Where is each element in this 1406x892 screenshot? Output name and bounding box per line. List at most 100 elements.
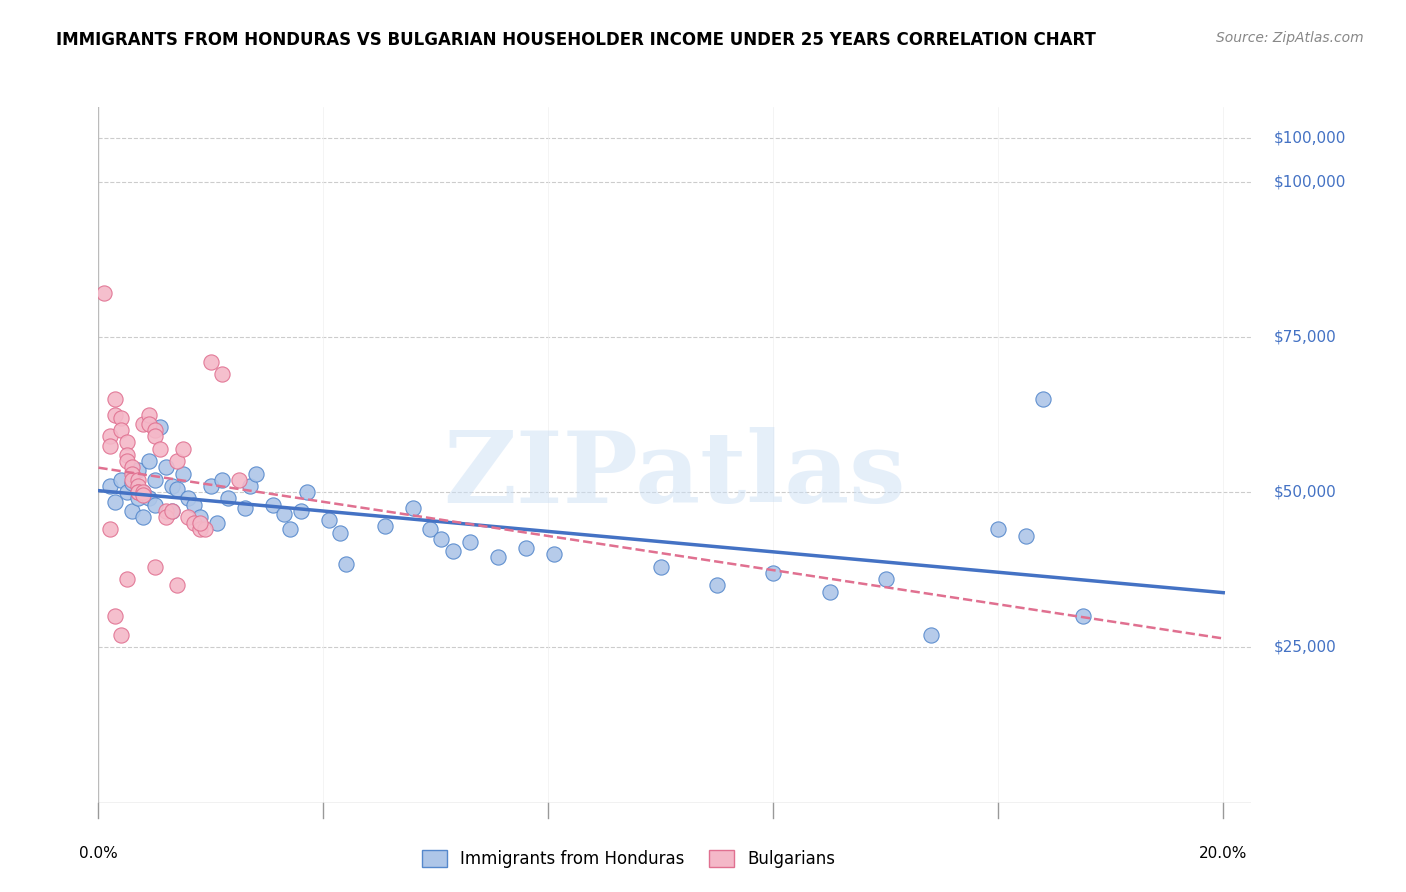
Point	[183, 498, 205, 512]
Point	[188, 523, 211, 537]
Point	[132, 485, 155, 500]
Point	[132, 417, 155, 431]
Point	[143, 473, 166, 487]
Point	[200, 479, 222, 493]
Text: ZIPatlas: ZIPatlas	[444, 427, 905, 524]
Point	[127, 479, 149, 493]
Point	[200, 355, 222, 369]
Point	[177, 491, 200, 506]
Point	[290, 504, 312, 518]
Point	[228, 473, 250, 487]
Point	[374, 519, 396, 533]
Point	[155, 510, 177, 524]
Point	[104, 494, 127, 508]
Point	[166, 578, 188, 592]
Point	[149, 420, 172, 434]
Point	[160, 504, 183, 518]
Point	[172, 467, 194, 481]
Point	[335, 557, 357, 571]
Point	[329, 525, 352, 540]
Point	[143, 429, 166, 443]
Point	[110, 410, 132, 425]
Point	[98, 439, 121, 453]
Point	[121, 460, 143, 475]
Point	[245, 467, 267, 481]
Text: $75,000: $75,000	[1274, 329, 1337, 344]
Point	[188, 516, 211, 531]
Point	[104, 408, 127, 422]
Point	[188, 510, 211, 524]
Point	[98, 429, 121, 443]
Point	[104, 609, 127, 624]
Point	[987, 523, 1010, 537]
Point	[1015, 529, 1038, 543]
Point	[166, 482, 188, 496]
Point	[132, 488, 155, 502]
Point	[127, 491, 149, 506]
Point	[143, 498, 166, 512]
Point	[273, 507, 295, 521]
Point	[458, 534, 481, 549]
Legend: Immigrants from Honduras, Bulgarians: Immigrants from Honduras, Bulgarians	[415, 843, 842, 874]
Text: 20.0%: 20.0%	[1199, 847, 1247, 862]
Point	[127, 463, 149, 477]
Point	[875, 572, 897, 586]
Point	[515, 541, 537, 555]
Point	[110, 473, 132, 487]
Point	[211, 367, 233, 381]
Point	[239, 479, 262, 493]
Point	[183, 516, 205, 531]
Point	[543, 547, 565, 561]
Point	[132, 485, 155, 500]
Point	[121, 473, 143, 487]
Point	[217, 491, 239, 506]
Point	[706, 578, 728, 592]
Point	[402, 500, 425, 515]
Point	[143, 423, 166, 437]
Point	[143, 559, 166, 574]
Point	[441, 544, 464, 558]
Point	[419, 523, 441, 537]
Point	[98, 479, 121, 493]
Point	[132, 510, 155, 524]
Text: $100,000: $100,000	[1274, 174, 1346, 189]
Point	[155, 504, 177, 518]
Point	[295, 485, 318, 500]
Point	[1071, 609, 1094, 624]
Point	[93, 286, 115, 301]
Point	[262, 498, 284, 512]
Point	[110, 423, 132, 437]
Point	[98, 523, 121, 537]
Point	[115, 448, 138, 462]
Point	[318, 513, 340, 527]
Point	[155, 460, 177, 475]
Point	[110, 628, 132, 642]
Point	[160, 479, 183, 493]
Point	[205, 516, 228, 531]
Point	[278, 523, 301, 537]
Point	[233, 500, 256, 515]
Point	[127, 485, 149, 500]
Point	[818, 584, 841, 599]
Point	[104, 392, 127, 406]
Point	[115, 435, 138, 450]
Point	[127, 473, 149, 487]
Point	[920, 628, 942, 642]
Point	[115, 485, 138, 500]
Point	[121, 504, 143, 518]
Point	[172, 442, 194, 456]
Point	[121, 467, 143, 481]
Point	[149, 442, 172, 456]
Point	[127, 485, 149, 500]
Text: 0.0%: 0.0%	[79, 847, 118, 862]
Point	[121, 475, 143, 490]
Point	[650, 559, 672, 574]
Text: $50,000: $50,000	[1274, 484, 1337, 500]
Point	[1032, 392, 1054, 406]
Point	[194, 523, 217, 537]
Point	[762, 566, 785, 580]
Point	[115, 572, 138, 586]
Text: Source: ZipAtlas.com: Source: ZipAtlas.com	[1216, 31, 1364, 45]
Point	[160, 504, 183, 518]
Text: $25,000: $25,000	[1274, 640, 1337, 655]
